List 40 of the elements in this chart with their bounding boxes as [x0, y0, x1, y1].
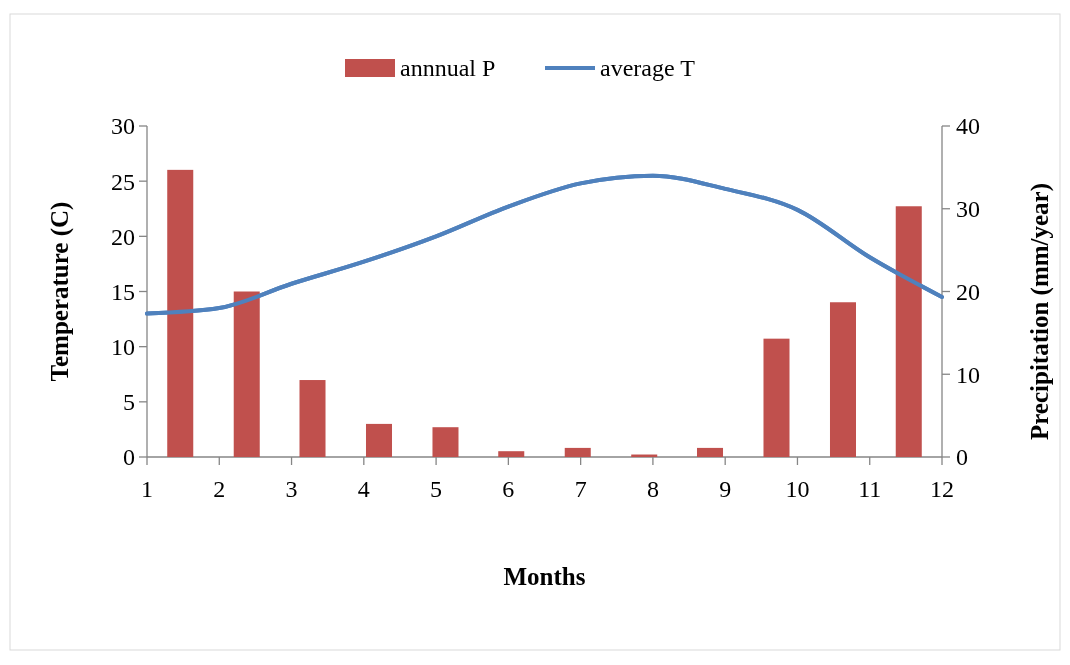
- bar: [299, 380, 326, 457]
- x-tick-label: 1: [141, 476, 153, 502]
- y-tick-label: 30: [111, 113, 135, 140]
- y-tick-label: 25: [111, 168, 135, 195]
- bar: [167, 169, 194, 457]
- bar: [697, 447, 724, 457]
- y2-tick-label: 10: [956, 361, 980, 388]
- y-tick-label: 10: [111, 334, 135, 361]
- y-tick-label: 15: [111, 278, 135, 305]
- bar: [763, 338, 790, 457]
- x-tick-label: 3: [285, 476, 298, 502]
- x-tick-label: 11: [858, 476, 882, 502]
- x-tick-label: 4: [357, 476, 370, 502]
- y2-tick-label: 30: [956, 196, 980, 223]
- bar: [498, 451, 525, 457]
- bar: [432, 427, 459, 457]
- legend-label: annnual P: [400, 55, 496, 82]
- y-axis-title: Temperature (C): [46, 201, 74, 382]
- x-tick-label: 2: [213, 476, 226, 502]
- bar: [564, 447, 591, 457]
- y2-tick-label: 0: [956, 444, 968, 471]
- x-axis-title: Months: [503, 563, 586, 590]
- x-tick-label: 10: [785, 476, 810, 502]
- y-tick-label: 20: [111, 223, 135, 250]
- x-tick-label: 8: [646, 476, 659, 502]
- y2-tick-label: 20: [956, 278, 980, 305]
- bar: [895, 206, 922, 457]
- legend-label: average T: [600, 55, 696, 82]
- x-tick-label: 5: [430, 476, 443, 502]
- y2-axis-title: Precipitation (mm/year): [1026, 182, 1054, 441]
- x-tick-label: 9: [719, 476, 732, 502]
- bar: [829, 302, 856, 457]
- x-tick-label: 12: [930, 476, 954, 502]
- y-tick-label: 0: [123, 444, 135, 471]
- x-tick-label: 7: [574, 476, 587, 502]
- bar: [233, 291, 260, 457]
- x-tick-label: 6: [502, 476, 515, 502]
- bar: [365, 423, 392, 457]
- y2-tick-label: 40: [956, 113, 980, 140]
- y-tick-label: 5: [123, 389, 135, 416]
